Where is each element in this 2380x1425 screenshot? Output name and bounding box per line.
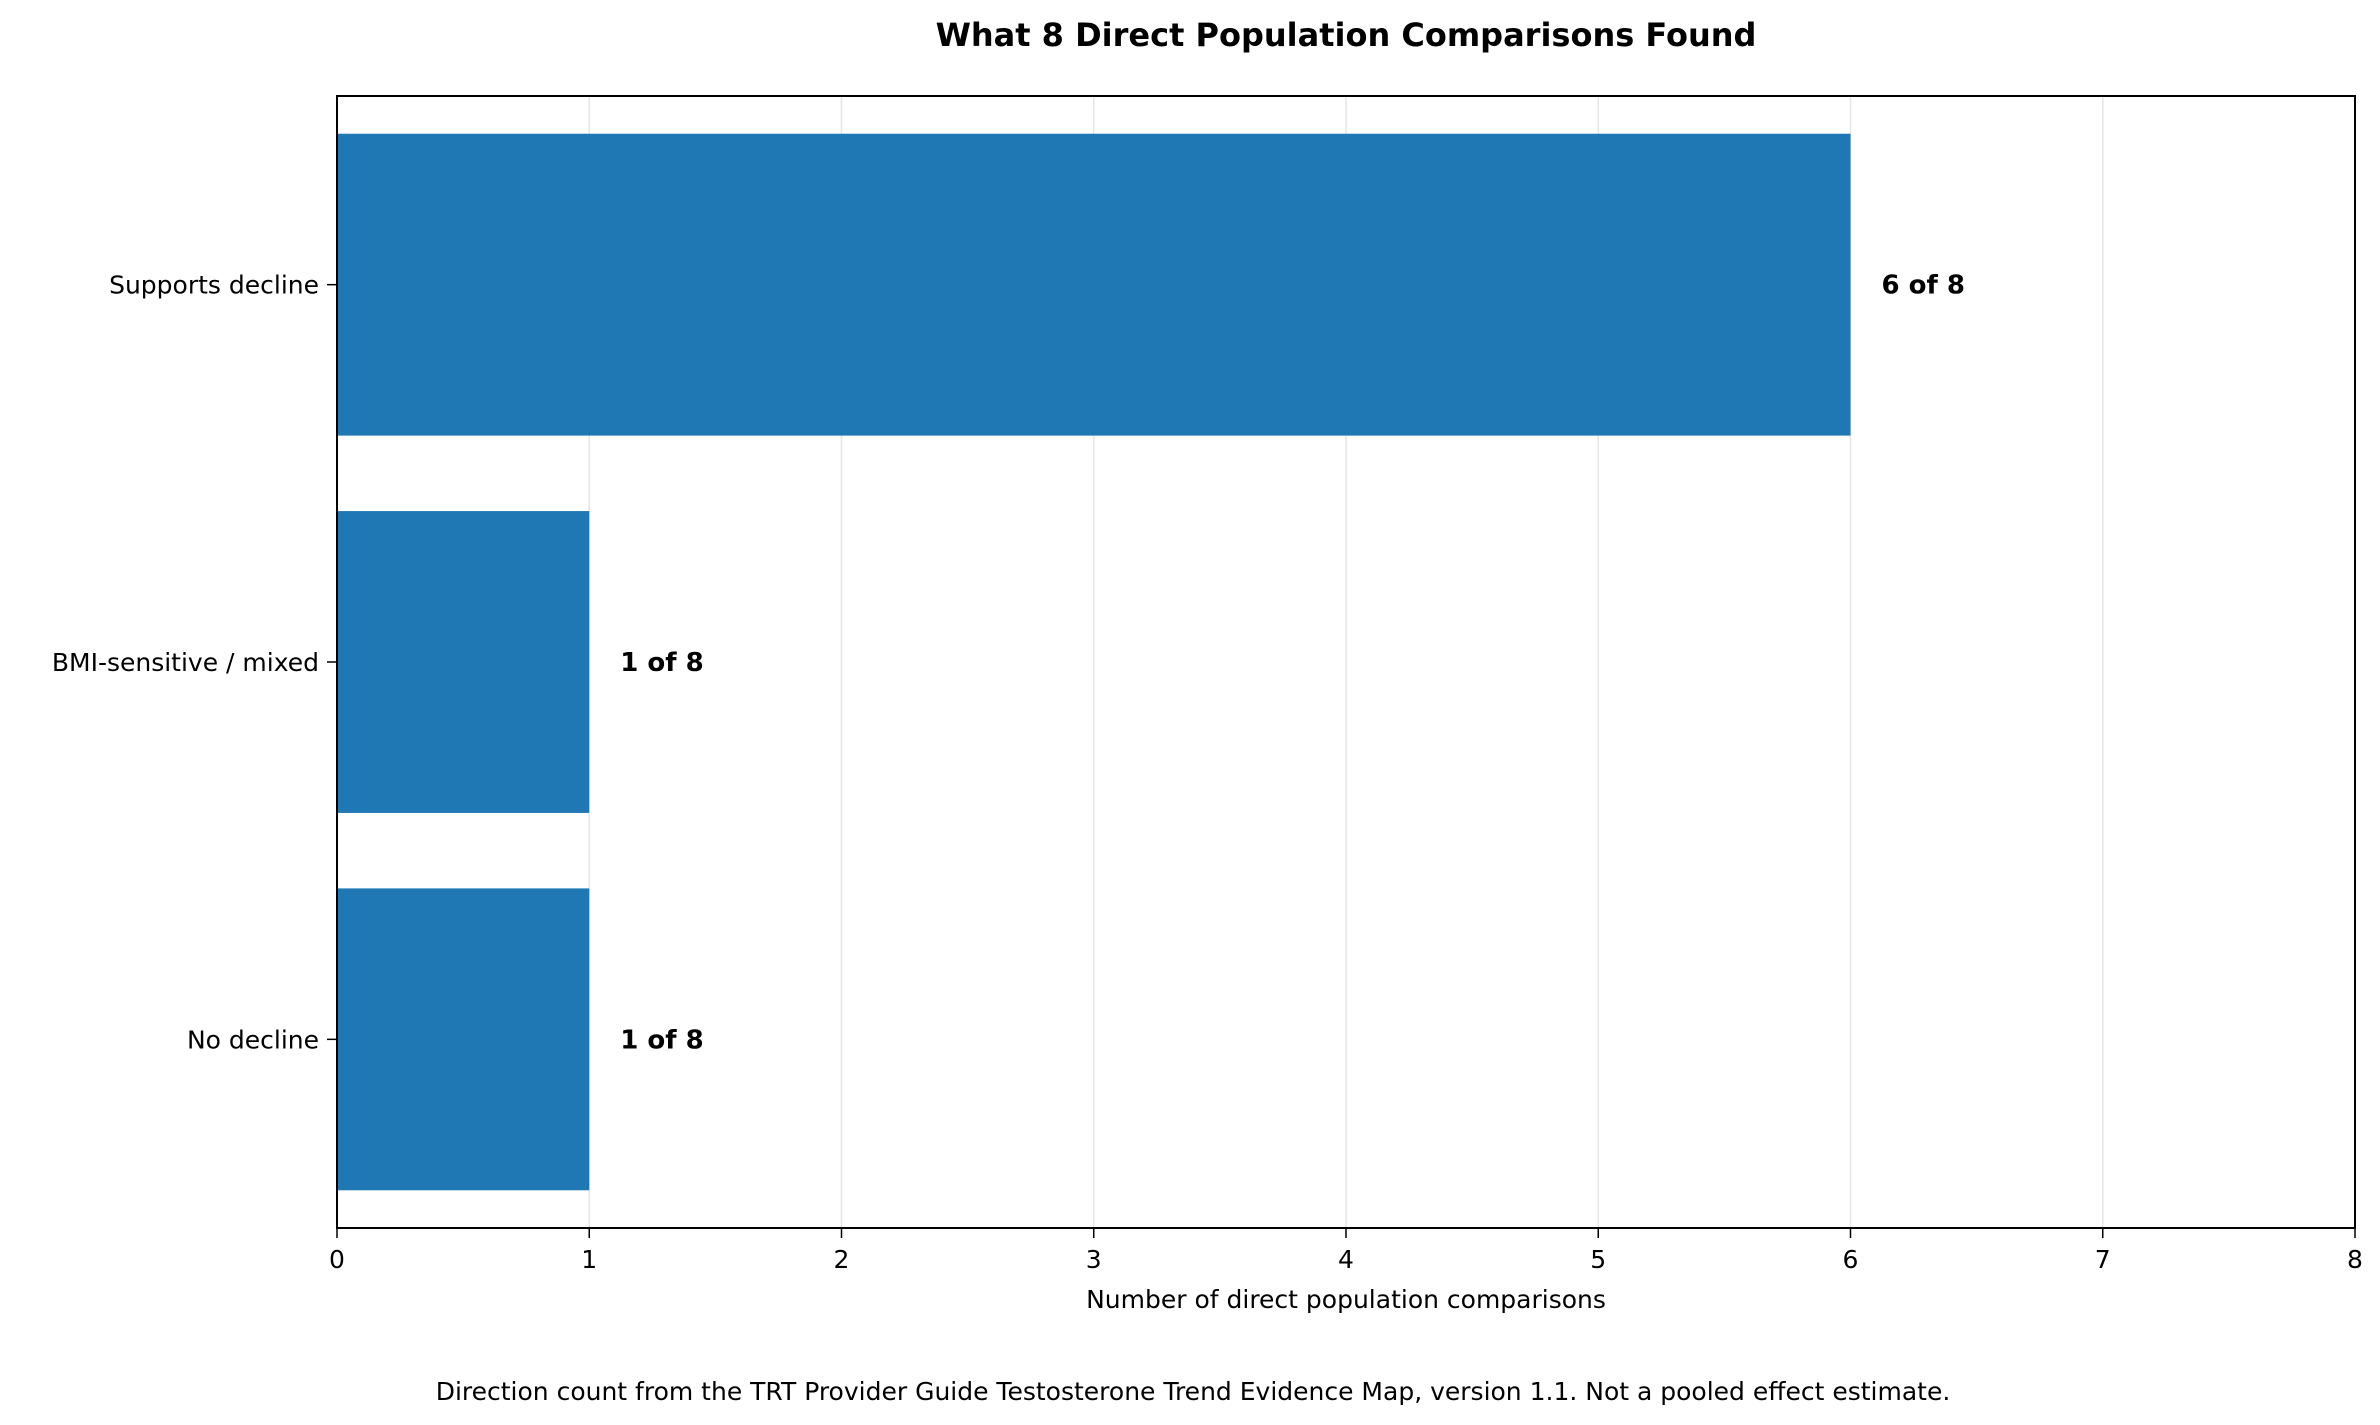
y-axis-ticks: Supports decline BMI-sensitive / mixed No …: [52, 271, 337, 1054]
x-tick-label: 6: [1843, 1245, 1859, 1274]
data-label: 6 of 8: [1882, 271, 1965, 301]
x-tick-label: 7: [2095, 1245, 2111, 1274]
chart-footnote: Direction count from the TRT Provider Gu…: [436, 1377, 1951, 1406]
bar: [337, 888, 590, 1191]
bars: [337, 133, 1851, 1191]
y-tick-label: BMI-sensitive / mixed: [52, 648, 319, 677]
y-tick-label: No decline: [187, 1025, 319, 1054]
x-tick-label: 1: [581, 1245, 597, 1274]
x-tick-label: 2: [834, 1245, 850, 1274]
x-tick-label: 8: [2347, 1245, 2363, 1274]
data-label: 1 of 8: [620, 648, 703, 678]
x-axis-label: Number of direct population comparisons: [1086, 1285, 1606, 1314]
bar: [337, 511, 590, 813]
bar: [337, 133, 1851, 436]
chart-title: What 8 Direct Population Comparisons Fou…: [936, 16, 1757, 54]
data-label: 1 of 8: [620, 1025, 703, 1055]
y-tick-label: Supports decline: [109, 271, 319, 300]
x-tick-label: 0: [329, 1245, 345, 1274]
x-tick-label: 5: [1590, 1245, 1606, 1274]
x-axis-ticks: 0 1 2 3 4 5 6 7 8: [329, 1228, 2363, 1274]
x-tick-label: 3: [1086, 1245, 1102, 1274]
data-labels: 6 of 8 1 of 8 1 of 8: [620, 271, 1965, 1056]
x-tick-label: 4: [1338, 1245, 1354, 1274]
